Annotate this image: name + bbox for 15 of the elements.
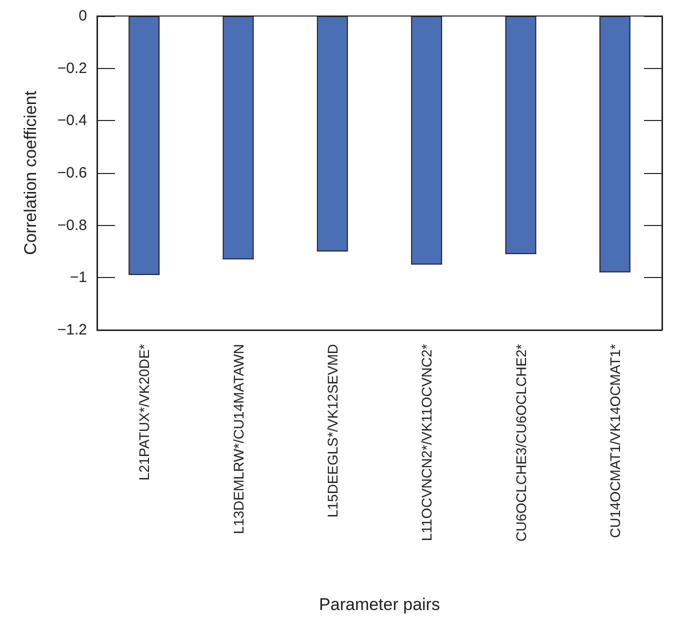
y-tick-label: −1 — [70, 269, 87, 286]
y-tick-label: −0.2 — [57, 60, 87, 77]
y-tick-label: −1.2 — [57, 322, 87, 338]
x-tick-label: L15DEEGLS*/VK12SEVMD — [324, 344, 340, 518]
x-tick-label: L21PATUX*/VK20DE* — [136, 343, 152, 480]
y-tick-label: −0.8 — [57, 216, 87, 234]
x-tick-label: CU14OCMAT1/VK14OCMAT1* — [606, 343, 623, 538]
x-tick-label: CU6OCLCHE3/CU6OCLCHE2* — [512, 343, 529, 542]
y-tick-label: 0 — [78, 8, 87, 24]
x-tick-label: L13DEMLRW*/CU14MATAWN — [230, 344, 246, 534]
y-tick-label: −0.6 — [57, 164, 87, 182]
x-axis-title: Parameter pairs — [319, 595, 440, 614]
y-axis-title: Correlation coefficient — [21, 90, 40, 256]
y-tick-label: −0.4 — [57, 112, 87, 130]
x-tick-label: L11OCVNCN2*/VK11OCVNC2* — [418, 343, 435, 542]
